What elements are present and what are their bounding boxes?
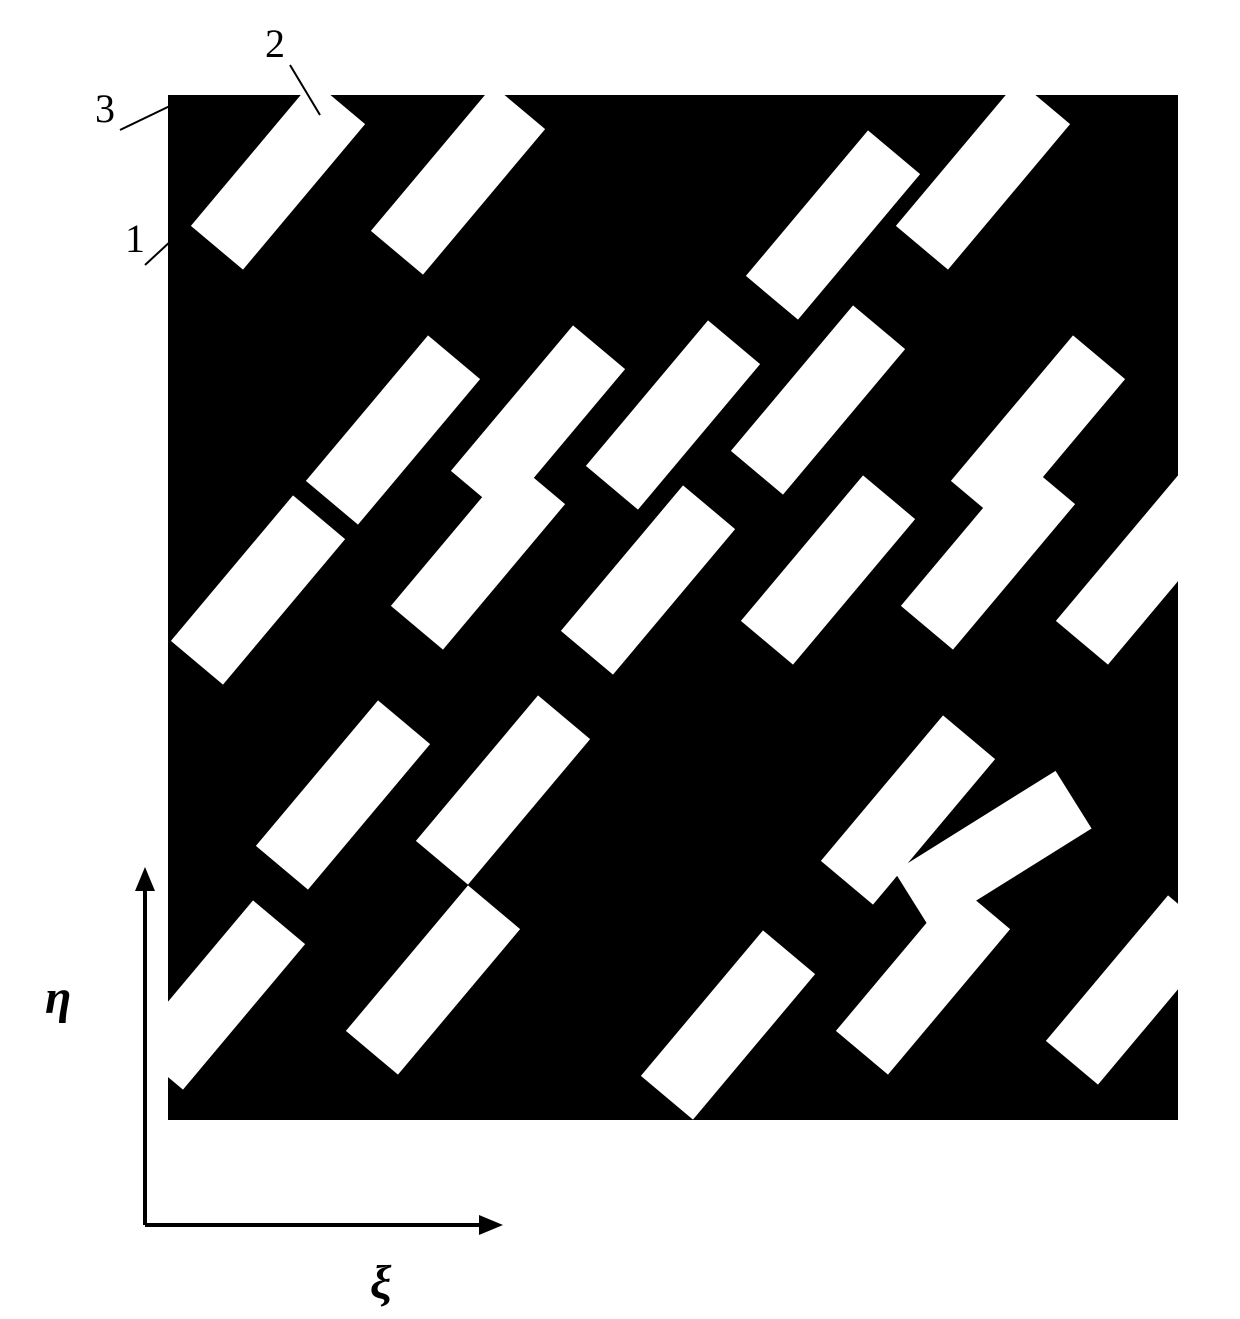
diagram-container [168, 95, 1178, 1120]
black-panel [168, 95, 1178, 1120]
eta-axis-label: η [45, 970, 71, 1025]
xi-axis-label: ξ [370, 1255, 392, 1310]
label-1: 1 [125, 215, 145, 262]
panel-background [168, 95, 1178, 1120]
label-2: 2 [265, 20, 285, 67]
label-3: 3 [95, 85, 115, 132]
